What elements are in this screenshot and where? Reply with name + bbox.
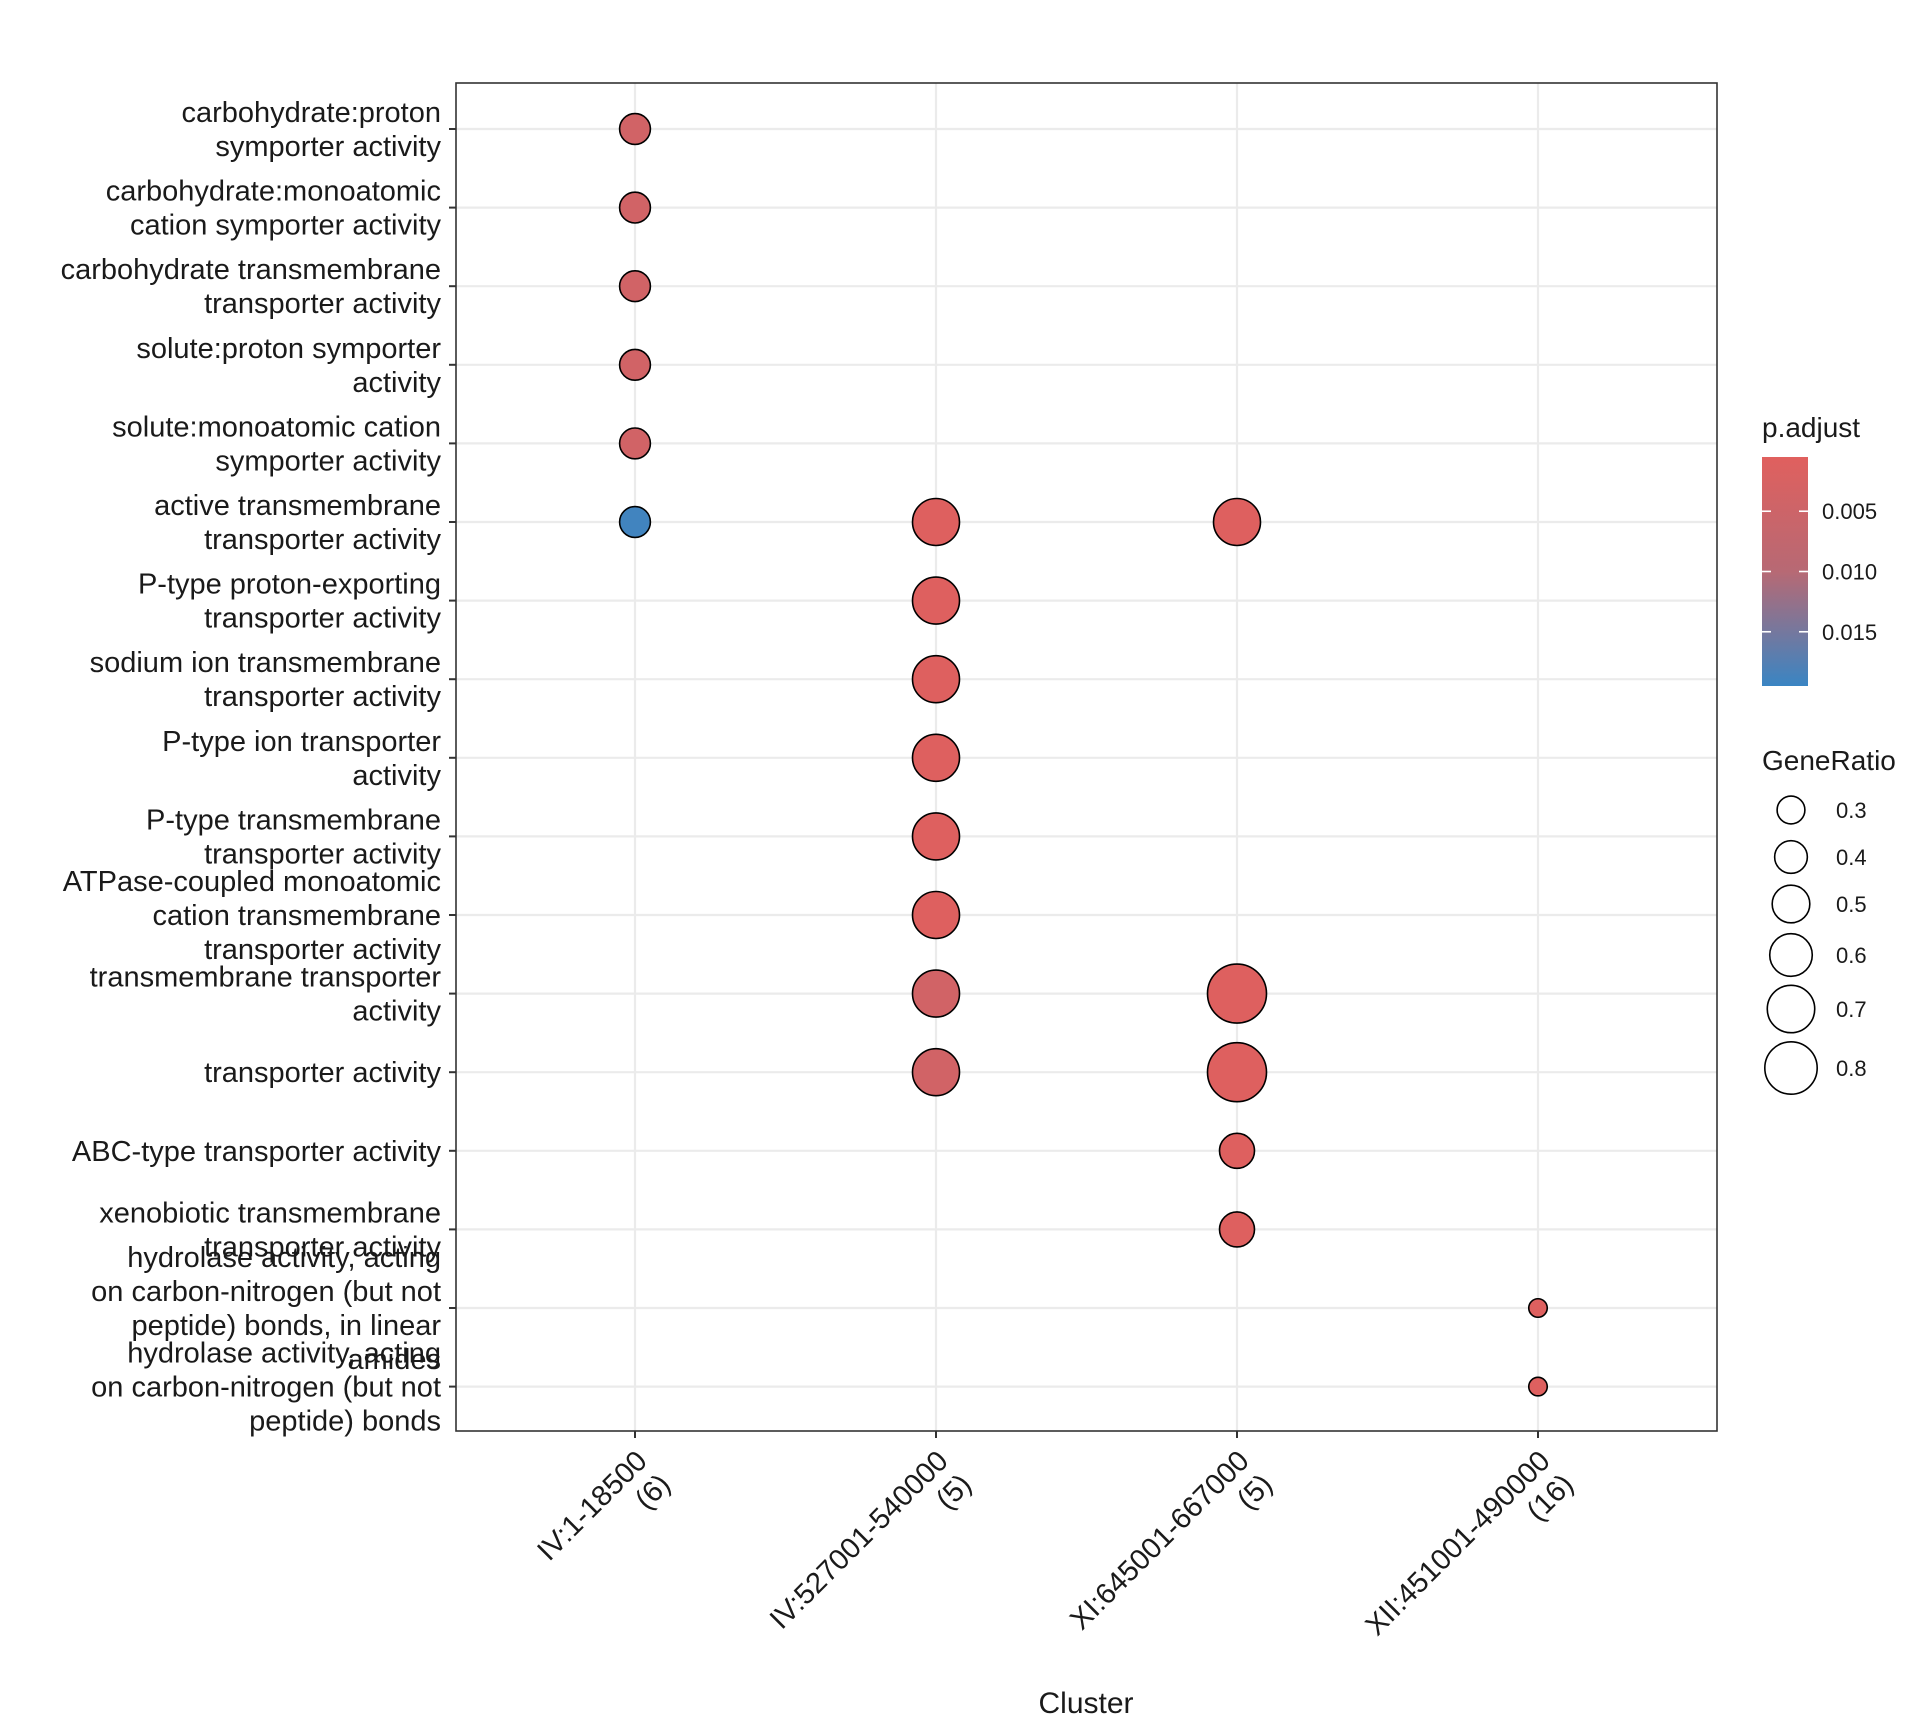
size-legend-circle — [1766, 984, 1816, 1034]
x-tick-label: XII:451001-490000(16) — [1360, 1445, 1580, 1665]
y-tick-label: hydrolase activity, acting on carbon-nitr… — [91, 1242, 441, 1376]
color-legend-title: p.adjust — [1762, 412, 1860, 443]
data-point — [1212, 497, 1262, 547]
size-legend-label: 0.4 — [1836, 845, 1867, 870]
color-legend: p.adjust 0.005 0.010 0.015 — [1762, 412, 1877, 686]
y-tick-label: P-type transmembrane transporter activity — [146, 804, 441, 870]
y-axis: carbohydrate:proton symporter activity car… — [61, 97, 456, 1438]
x-tick-label: IV:1-18500(6) — [531, 1445, 677, 1591]
y-tick-label: transporter activity — [204, 1057, 441, 1089]
y-tick-label: ABC-type transporter activity — [72, 1136, 442, 1168]
y-tick-label: xenobiotic transmembrane transporter acti… — [99, 1197, 441, 1263]
data-point — [1218, 1211, 1256, 1248]
data-point — [1527, 1297, 1549, 1319]
data-point — [1527, 1376, 1549, 1397]
x-tick-label: XI:645001-667000(5) — [1064, 1445, 1279, 1660]
y-tick-label: solute:proton symporter activity — [136, 333, 441, 399]
color-bar-tick-label: 0.010 — [1822, 560, 1877, 585]
size-legend-label: 0.8 — [1836, 1056, 1867, 1081]
size-legend: GeneRatio 0.3 0.4 0.5 0.6 0.7 0.8 — [1762, 745, 1896, 1095]
data-point — [1206, 1041, 1268, 1103]
data-point — [618, 348, 652, 381]
size-legend-circle — [1771, 884, 1811, 924]
size-legend-circle — [1776, 795, 1806, 825]
y-tick-label: transmembrane transporter activity — [90, 962, 442, 1028]
data-points — [618, 112, 1549, 1397]
data-point — [911, 969, 961, 1018]
data-point — [618, 427, 652, 460]
data-point — [1206, 963, 1268, 1024]
size-legend-label: 0.3 — [1836, 798, 1867, 823]
data-point — [618, 505, 652, 539]
y-tick-label: hydrolase activity, acting on carbon-nitr… — [91, 1338, 441, 1438]
data-point — [911, 497, 961, 547]
x-tick-label: IV:527001-540000(5) — [764, 1445, 978, 1659]
y-tick-label: carbohydrate:monoatomic cation symporter … — [106, 176, 442, 242]
y-tick-label: carbohydrate:proton symporter activity — [181, 97, 441, 163]
grid-lines — [456, 83, 1717, 1431]
size-legend-label: 0.5 — [1836, 892, 1867, 917]
y-tick-label: carbohydrate transmembrane transporter ac… — [61, 254, 442, 320]
data-point — [911, 812, 961, 861]
y-tick-label: active transmembrane transporter activity — [154, 490, 441, 556]
size-legend-circle — [1768, 932, 1814, 978]
y-tick-label: solute:monoatomic cation symporter activi… — [112, 411, 441, 477]
data-point — [911, 1047, 961, 1097]
data-point — [618, 270, 652, 303]
data-point — [618, 191, 652, 224]
data-point — [911, 654, 961, 704]
size-legend-title: GeneRatio — [1762, 745, 1896, 776]
y-tick-label: P-type proton-exporting transporter activ… — [138, 569, 442, 635]
data-point — [618, 112, 652, 146]
color-bar-tick-label: 0.005 — [1822, 499, 1877, 524]
x-axis-title: Cluster — [1038, 1687, 1133, 1720]
data-point — [911, 733, 961, 783]
x-axis: IV:1-18500(6) IV:527001-540000(5) XI:64500… — [531, 1431, 1580, 1665]
data-point — [1218, 1132, 1256, 1170]
data-point — [911, 890, 961, 940]
size-legend-circle — [1773, 839, 1809, 875]
y-tick-label: sodium ion transmembrane transporter acti… — [90, 647, 442, 713]
size-legend-label: 0.6 — [1836, 943, 1867, 968]
size-legend-label: 0.7 — [1836, 997, 1867, 1022]
data-point — [911, 576, 961, 625]
y-tick-label: P-type ion transporter activity — [162, 726, 441, 792]
y-tick-label: ATPase-coupled monoatomic cation transmem… — [63, 866, 442, 966]
color-bar-tick-label: 0.015 — [1822, 620, 1877, 645]
size-legend-circle — [1764, 1041, 1818, 1095]
